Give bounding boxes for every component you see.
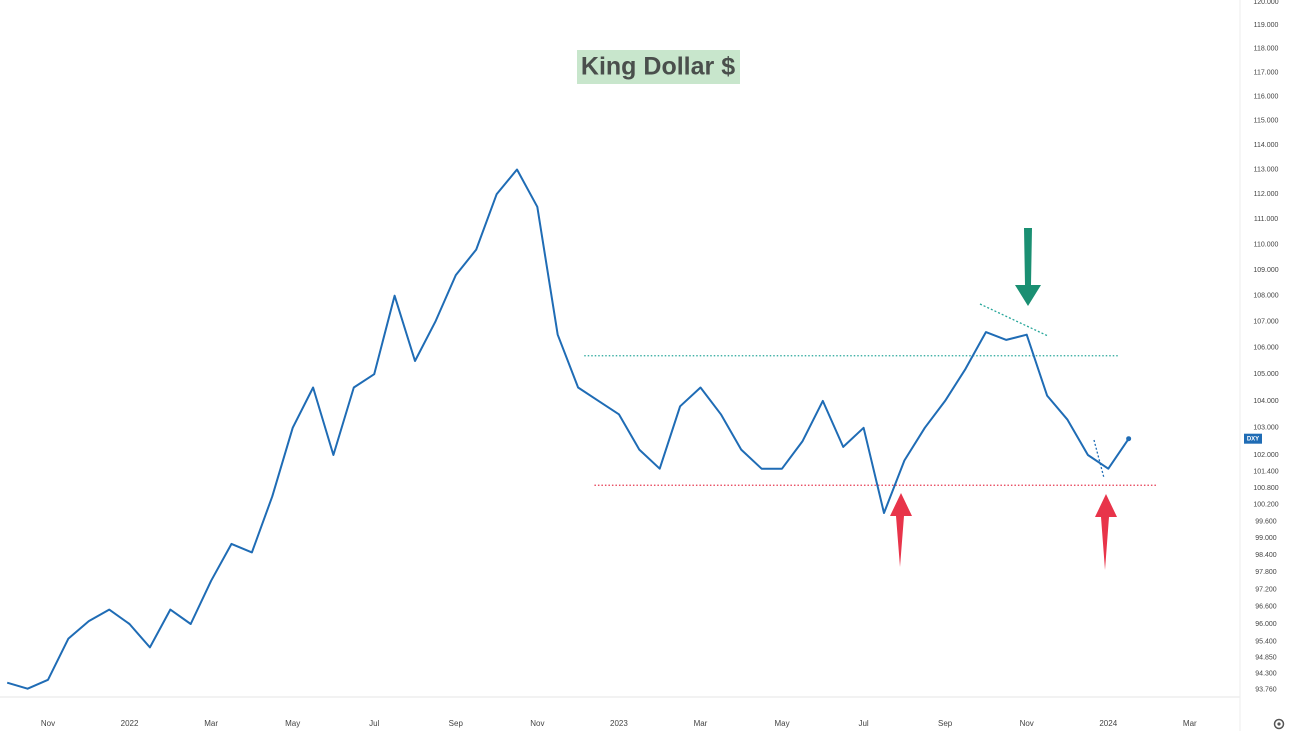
- x-tick-label: Sep: [449, 719, 464, 728]
- y-tick-label: 109.000: [1253, 267, 1278, 274]
- x-tick-label: Mar: [694, 719, 708, 728]
- x-tick-label: 2024: [1099, 719, 1117, 728]
- settings-icon[interactable]: [1273, 718, 1285, 730]
- y-tick-label: 115.000: [1254, 117, 1279, 124]
- y-tick-label: 106.000: [1253, 345, 1278, 352]
- series-label: DXY: [1247, 436, 1259, 442]
- chart-title: King Dollar $: [581, 53, 735, 81]
- down-arrow: [1015, 228, 1041, 306]
- trend-line: [979, 303, 1049, 337]
- y-tick-label: 99.600: [1255, 518, 1277, 525]
- x-tick-label: Nov: [41, 719, 55, 728]
- y-tick-label: 98.400: [1255, 552, 1277, 559]
- x-tick-label: Jul: [858, 719, 868, 728]
- data-line: [6, 168, 1130, 690]
- y-tick-label: 118.000: [1254, 46, 1279, 53]
- y-tick-label: 117.000: [1254, 69, 1279, 76]
- x-tick-label: Nov: [530, 719, 544, 728]
- y-tick-label: 100.800: [1253, 485, 1278, 492]
- x-tick-label: Mar: [204, 719, 218, 728]
- x-tick-label: Jul: [369, 719, 379, 728]
- title-box: [577, 50, 740, 84]
- y-tick-label: 111.000: [1254, 216, 1278, 223]
- x-tick-label: 2022: [121, 719, 139, 728]
- y-tick-label: 97.200: [1255, 586, 1277, 593]
- up-arrow: [890, 493, 912, 567]
- y-tick-label: 119.000: [1254, 22, 1279, 29]
- last-point: [1126, 436, 1132, 442]
- y-tick-label: 102.000: [1253, 452, 1278, 459]
- y-tick-label: 94.300: [1255, 671, 1277, 678]
- y-tick-label: 93.760: [1255, 687, 1277, 694]
- y-tick-label: 95.400: [1255, 638, 1277, 645]
- y-tick-label: 103.000: [1253, 425, 1278, 432]
- y-tick-label: 112.000: [1254, 191, 1279, 198]
- x-tick-label: May: [285, 719, 300, 728]
- x-tick-label: Sep: [938, 719, 953, 728]
- y-tick-label: 99.000: [1255, 535, 1277, 542]
- y-tick-label: 94.850: [1255, 654, 1277, 661]
- y-tick-label: 107.000: [1253, 318, 1278, 325]
- y-tick-label: 113.000: [1254, 166, 1279, 173]
- y-tick-label: 105.000: [1253, 371, 1278, 378]
- up-arrow: [1095, 494, 1117, 570]
- y-tick-label: 101.400: [1253, 468, 1278, 475]
- x-tick-label: Mar: [1183, 719, 1197, 728]
- y-tick-label: 96.000: [1255, 621, 1277, 628]
- x-tick-label: Nov: [1020, 719, 1034, 728]
- trend-line: [1093, 439, 1105, 479]
- y-tick-label: 120.000: [1253, 0, 1278, 6]
- x-tick-label: 2023: [610, 719, 628, 728]
- y-tick-label: 104.000: [1253, 398, 1278, 405]
- y-tick-label: 97.800: [1255, 569, 1277, 576]
- y-tick-label: 108.000: [1253, 293, 1278, 300]
- y-tick-label: 100.200: [1253, 502, 1278, 509]
- price-label-box: [1244, 433, 1262, 444]
- y-tick-label: 114.000: [1254, 142, 1279, 149]
- x-tick-label: May: [774, 719, 789, 728]
- y-tick-label: 110.000: [1254, 241, 1279, 248]
- y-tick-label: 116.000: [1254, 93, 1279, 100]
- y-tick-label: 96.600: [1255, 604, 1277, 611]
